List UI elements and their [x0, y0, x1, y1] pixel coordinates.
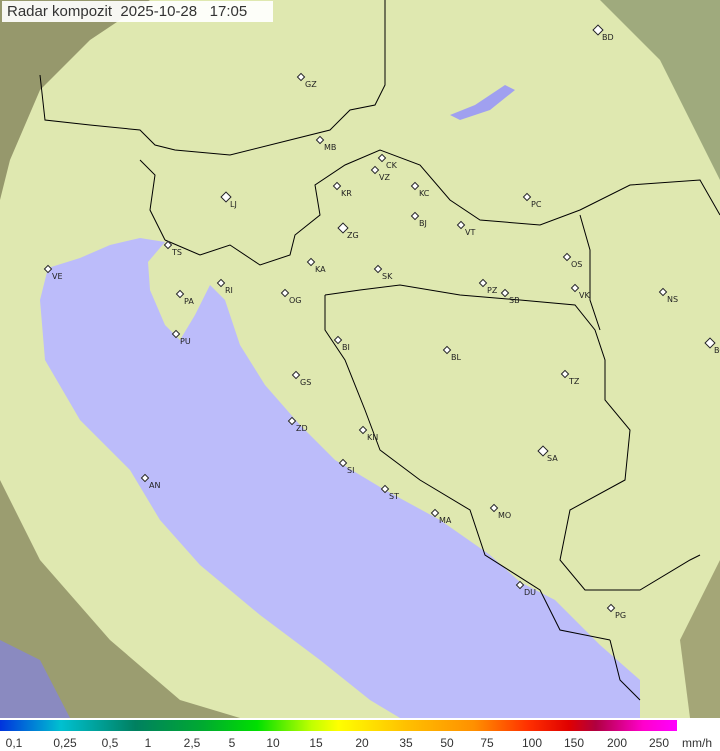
city-label: CK: [386, 161, 397, 170]
city-label: KC: [419, 189, 430, 198]
legend-tick-label: 20: [355, 736, 369, 750]
city-label: BL: [451, 353, 461, 362]
city-label: MA: [439, 516, 452, 525]
legend-tick-label: 50: [440, 736, 454, 750]
city-label: OG: [289, 296, 302, 305]
city-label: ZD: [296, 424, 308, 433]
city-label: VZ: [379, 173, 390, 182]
title-time: 17:05: [209, 3, 248, 20]
city-label: PC: [531, 200, 542, 209]
outside-coverage-se: [680, 560, 720, 718]
legend-tick-label: 5: [228, 736, 236, 750]
city-label: BJ: [419, 219, 427, 228]
legend-tick-label: 10: [266, 736, 280, 750]
border-montenegro: [609, 639, 641, 701]
legend-tick-label: 2,5: [183, 736, 201, 750]
radar-map: [0, 0, 720, 718]
city-label: VT: [465, 228, 476, 237]
city-label: KN: [367, 433, 379, 442]
legend-tick-label: 100: [521, 736, 543, 750]
outside-coverage-nw: [0, 0, 150, 200]
city-label: GZ: [305, 80, 317, 89]
title-text: Radar kompozit: [7, 3, 113, 20]
precipitation-color-scale: [0, 720, 677, 731]
legend-tick-label: 35: [399, 736, 413, 750]
legend-tick-label: 0,1: [5, 736, 23, 750]
border-bosnia-serbia: [324, 284, 701, 591]
city-label: OS: [571, 260, 583, 269]
city-label: KR: [341, 189, 352, 198]
legend-tick-label: 200: [606, 736, 628, 750]
city-label: SB: [509, 296, 520, 305]
border-north: [39, 0, 386, 156]
city-label: SA: [547, 454, 558, 463]
city-label: SI: [347, 466, 355, 475]
city-label: PA: [184, 297, 194, 306]
city-label: BG: [714, 346, 720, 355]
city-label: ST: [389, 492, 399, 501]
city-label: LJ: [230, 200, 237, 209]
map-title: Radar kompozit 2025-10-28 17:05: [2, 1, 273, 22]
legend-tick-label: 0,25: [53, 736, 77, 750]
legend-tick-label: 1: [144, 736, 152, 750]
city-label: PU: [180, 337, 191, 346]
city-label: AN: [149, 481, 161, 490]
city-label: PG: [615, 611, 627, 620]
outside-coverage-sw: [0, 480, 240, 718]
legend-tick-label: 15: [309, 736, 323, 750]
city-label: SK: [382, 272, 393, 281]
border-slovenia-croatia: [139, 149, 720, 266]
title-date: 2025-10-28: [120, 3, 198, 20]
border-croatia-serbia: [579, 214, 601, 331]
tyrrhenian-sea: [0, 640, 70, 718]
city-label: DU: [524, 588, 537, 597]
legend-tick-label: 150: [563, 736, 585, 750]
outside-coverage-ne: [600, 0, 720, 180]
city-label: TS: [172, 248, 182, 257]
city-label: NS: [667, 295, 679, 304]
city-label: KA: [315, 265, 326, 274]
city-label: PZ: [487, 286, 498, 295]
legend-tick-label: 0,5: [101, 736, 119, 750]
city-label: MO: [498, 511, 512, 520]
legend-unit: mm/h: [682, 736, 712, 750]
legend-tick-label: 75: [480, 736, 494, 750]
legend-tick-label: 250: [648, 736, 670, 750]
city-label: BI: [342, 343, 350, 352]
city-label: MB: [324, 143, 337, 152]
border-croatia-bosnia: [324, 295, 611, 641]
city-label: RI: [225, 286, 233, 295]
city-label: TZ: [569, 377, 580, 386]
city-label: VE: [52, 272, 63, 281]
city-label: BD: [602, 33, 614, 42]
adriatic-sea: [40, 238, 640, 718]
lake-balaton: [450, 85, 515, 120]
city-label: ZG: [347, 231, 359, 240]
city-label: VK: [579, 291, 590, 300]
city-label: GS: [300, 378, 312, 387]
